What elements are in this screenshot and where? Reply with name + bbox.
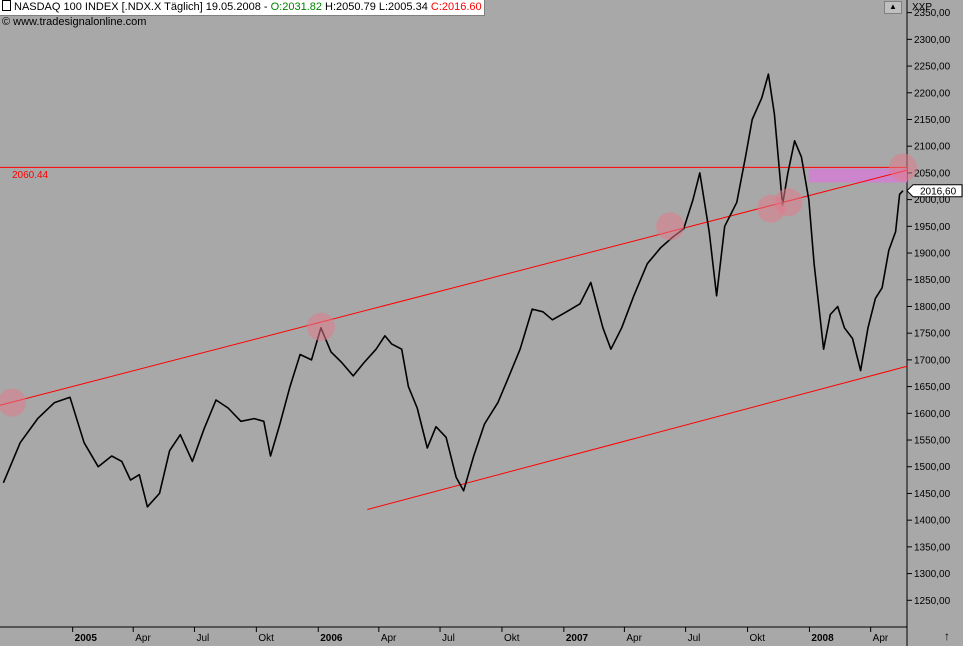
scroll-up-arrow-icon[interactable]: ↑ [944,629,950,643]
resistance-zone [808,168,907,183]
y-tick-label: 1500,00 [914,462,951,473]
y-tick-label: 2200,00 [914,88,951,99]
y-tick-label: 1250,00 [914,596,951,607]
instrument-name: NASDAQ 100 INDEX [.NDX.X Täglich] [14,1,203,13]
y-tick-label: 1650,00 [914,382,951,393]
y-tick-label: 1950,00 [914,222,951,233]
price-series-line [2,73,904,508]
level-label: 2060.44 [12,170,49,181]
x-tick-label: Okt [504,633,520,644]
lower-channel-line [367,365,908,510]
x-tick-label: 2008 [811,633,834,644]
y-tick-label: 2050,00 [914,168,951,179]
touch-marker [306,312,335,341]
last-price-label: 2016,60 [920,187,957,198]
y-tick-label: 2150,00 [914,115,951,126]
x-tick-label: 2005 [75,633,98,644]
x-tick-label: 2007 [566,633,589,644]
touch-marker [888,153,917,182]
y-tick-label: 2000,00 [914,195,951,206]
open-value: O:2031.82 [270,1,322,13]
y-tick-label: 2300,00 [914,35,951,46]
y-tick-label: 1850,00 [914,275,951,286]
y-tick-label: 1450,00 [914,489,951,500]
low-value: L:2005.34 [378,1,428,13]
upper-channel-line [0,169,908,406]
y-tick-label: 1900,00 [914,249,951,260]
x-tick-label: Okt [750,633,766,644]
x-tick-label: Jul [688,633,701,644]
y-tick-label: 1700,00 [914,355,951,366]
x-tick-label: Apr [626,633,642,644]
y-tick-label: 1300,00 [914,569,951,580]
last-price-tag [906,184,963,198]
x-tick-label: Apr [381,633,397,644]
x-tick-label: Jul [196,633,209,644]
window-icon[interactable] [2,0,11,11]
collapse-icon[interactable]: ▲ [884,1,902,14]
y-tick-label: 2100,00 [914,142,951,153]
touch-marker [0,388,27,417]
y-tick-label: 1400,00 [914,516,951,527]
y-tick-label: 2250,00 [914,62,951,73]
x-tick-label: Apr [135,633,151,644]
y-tick-label: 1750,00 [914,329,951,340]
touch-marker [774,188,803,217]
x-tick-label: Apr [873,633,889,644]
y-tick-label: 1550,00 [914,436,951,447]
x-tick-label: 2006 [320,633,343,644]
source-credit: © www.tradesignalonline.com [2,16,147,28]
x-tick-label: Jul [442,633,455,644]
axis-scale-tag[interactable]: XXP [912,2,933,13]
y-tick-label: 1800,00 [914,302,951,313]
y-tick-label: 2350,00 [914,8,951,19]
close-value: C:2016.60 [430,1,482,13]
x-tick-label: Okt [258,633,274,644]
quote-date: 19.05.2008 - [205,1,268,13]
y-tick-label: 1350,00 [914,542,951,553]
chart-header: NASDAQ 100 INDEX [.NDX.X Täglich] 19.05.… [0,0,485,16]
touch-marker [656,212,685,241]
y-tick-label: 1600,00 [914,409,951,420]
high-value: H:2050.79 [325,1,376,13]
